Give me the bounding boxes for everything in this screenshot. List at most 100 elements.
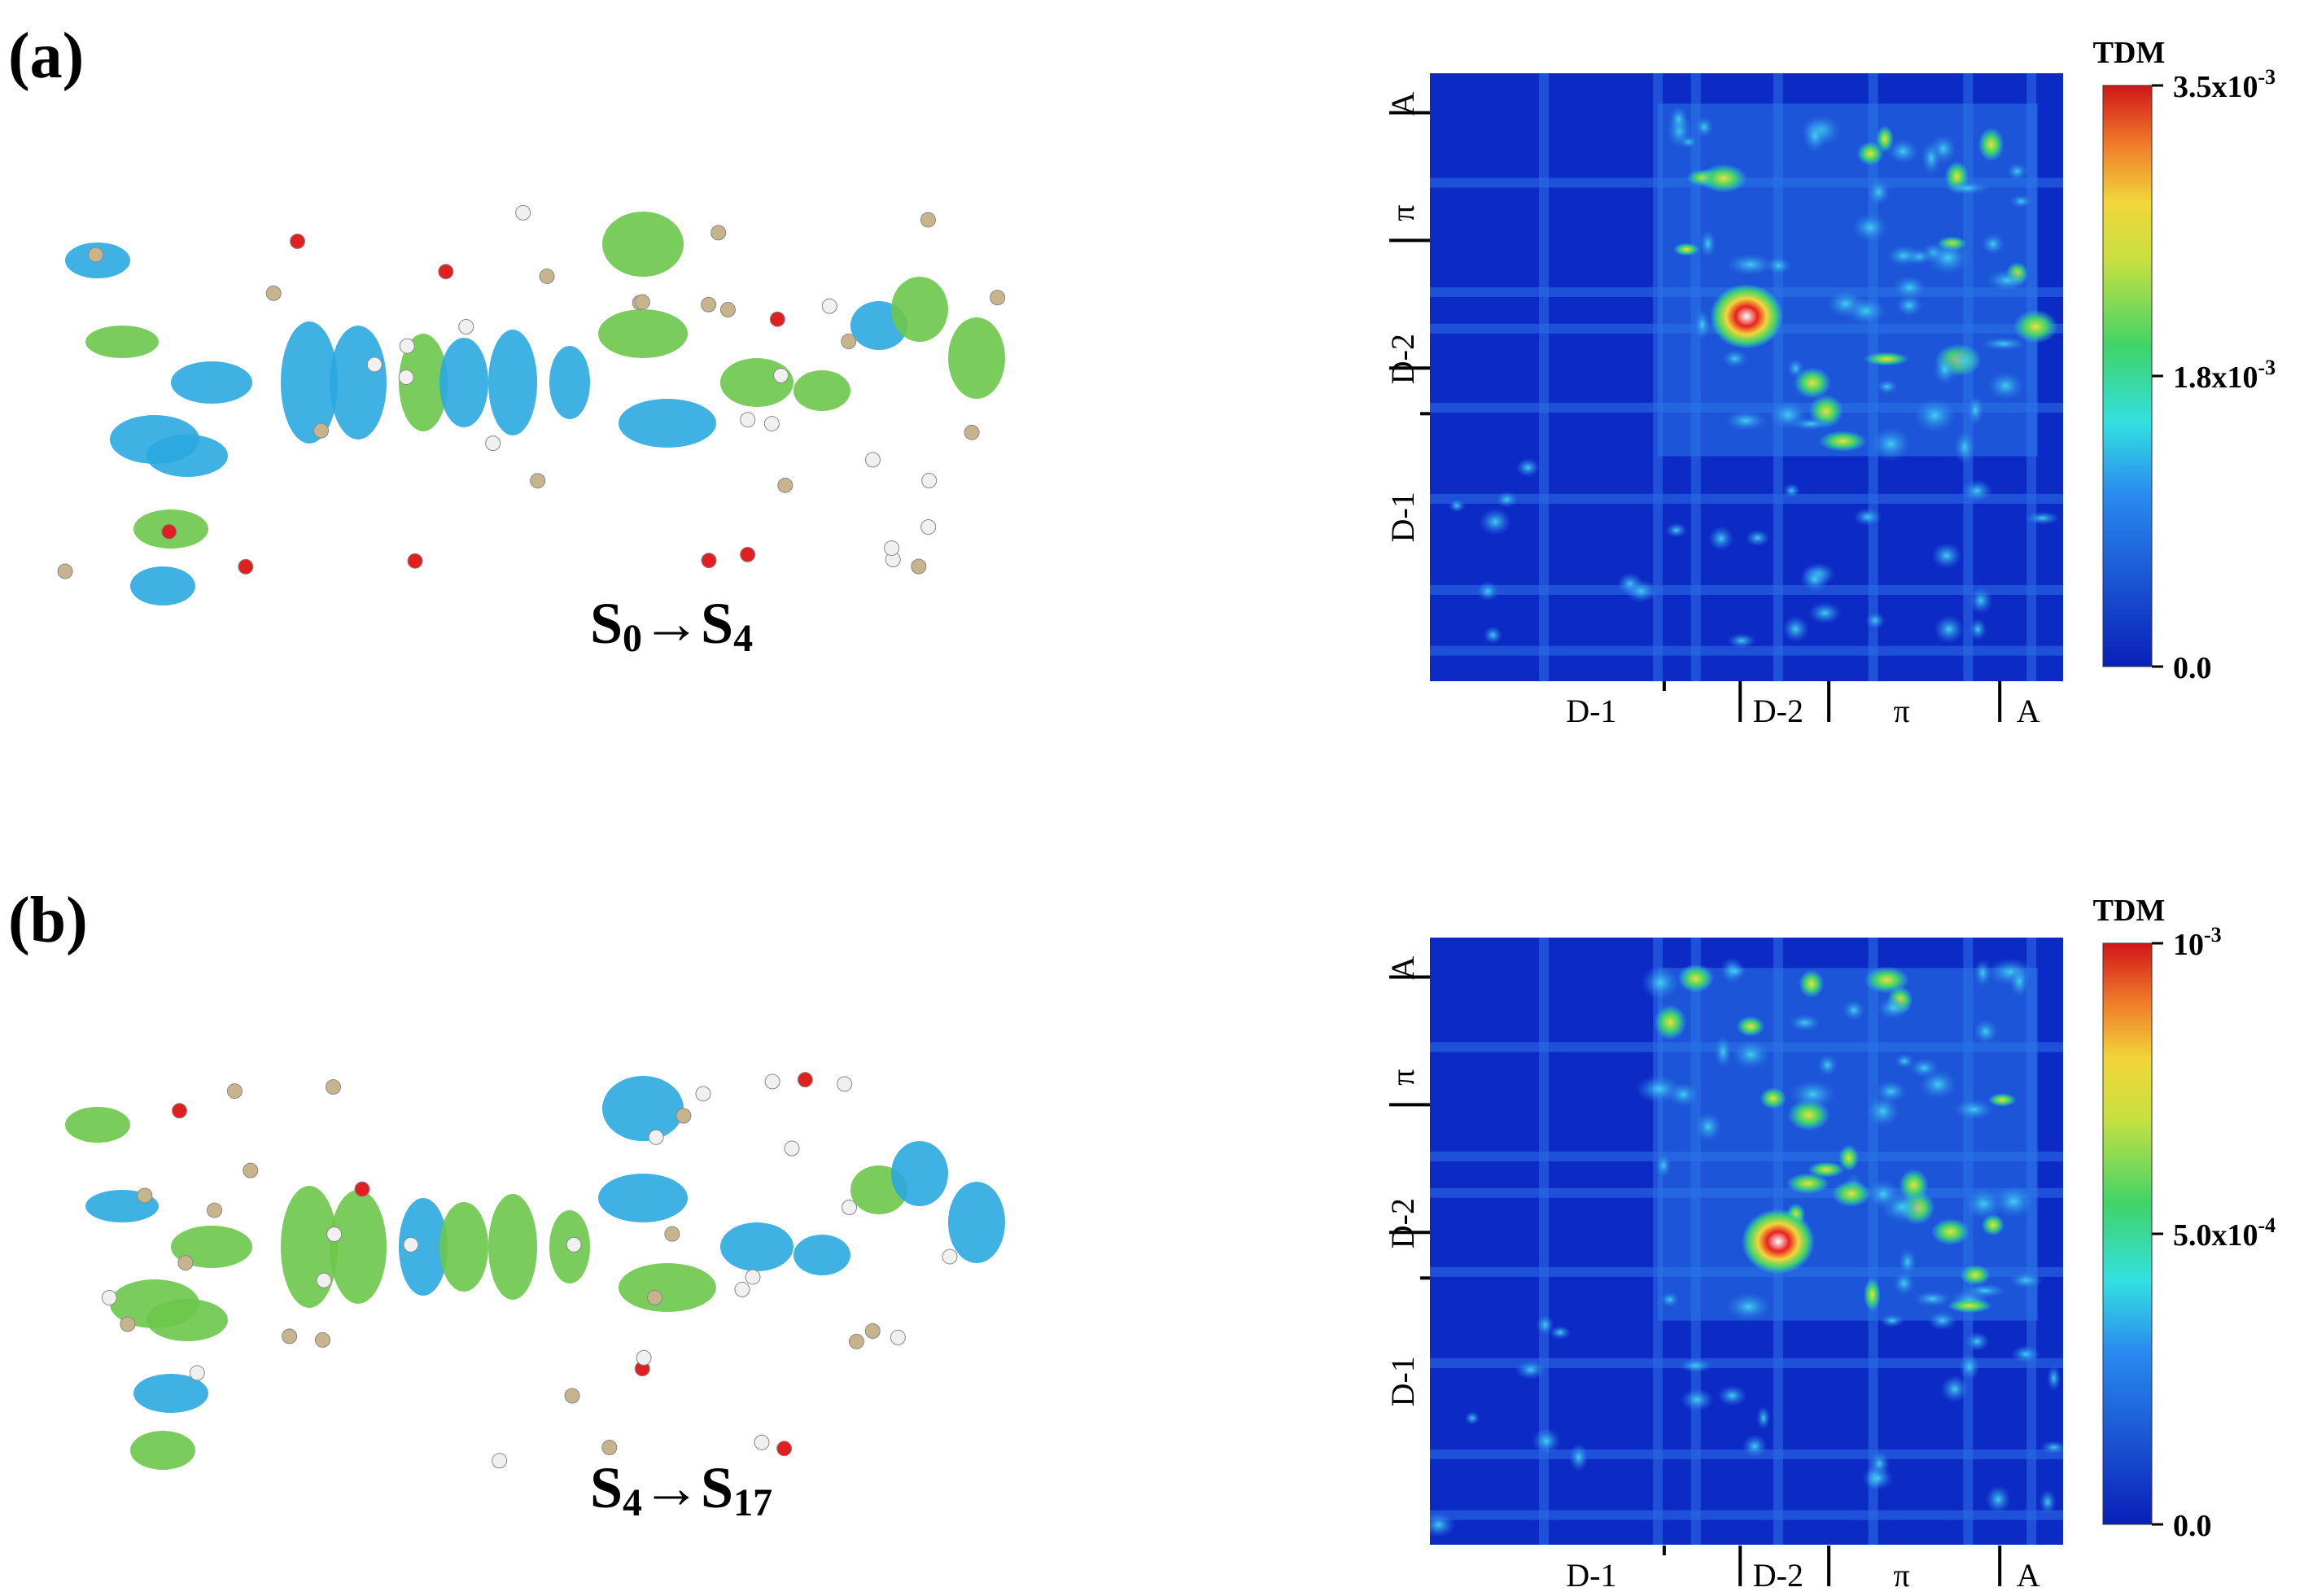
heatmap-spot (1723, 964, 1747, 978)
orbital-lobe (146, 1299, 228, 1341)
heatmap-spot (1869, 426, 1912, 462)
orbital-lobe (330, 1190, 387, 1304)
heatmap-spot (1978, 127, 2005, 162)
atom (719, 302, 736, 318)
heatmap-spot (1895, 1053, 1914, 1069)
atom (921, 472, 938, 488)
heatmap-streak (1430, 1358, 2063, 1368)
heatmap-spot (1961, 479, 1994, 503)
x-axis-label: D-1 (1566, 693, 1616, 729)
heatmap-spot (1515, 1359, 1547, 1380)
y-axis-label: D-1 (1384, 1356, 1421, 1406)
atom (326, 1227, 343, 1243)
tick-text: 3.5x10 (2173, 70, 2258, 104)
subscript: 4 (623, 1481, 642, 1524)
orbital-lobe (399, 334, 448, 431)
heatmap-spot (1483, 626, 1503, 645)
heatmap-spot (1786, 1173, 1830, 1195)
atom (403, 1236, 419, 1253)
heatmap-spot (1930, 1218, 1970, 1246)
heatmap-streak (1430, 1510, 2063, 1520)
atom (797, 1072, 813, 1088)
heatmap-spot (1760, 1087, 1786, 1109)
heatmap-spot (1973, 1018, 1999, 1045)
heatmap-spot (1863, 352, 1909, 366)
orbital-lobe (948, 1182, 1005, 1263)
atom (57, 563, 73, 579)
orbital-lobe (171, 1226, 252, 1268)
atom (265, 285, 282, 301)
colorbar-tick-label: 3.5x10-3 (2173, 65, 2276, 104)
heatmap-spot (1699, 229, 1717, 259)
orbital-lobe (948, 317, 1005, 399)
atom (745, 1269, 761, 1285)
heatmap-spot (1987, 1093, 2017, 1107)
panel-label: (b) (8, 885, 88, 956)
state-text: →S (642, 1455, 733, 1520)
atom (492, 1453, 508, 1469)
colorbar (2102, 85, 2153, 667)
heatmap-spot (2009, 194, 2033, 208)
heatmap-spot (1947, 1298, 1992, 1314)
tick-text: 10 (2173, 928, 2204, 962)
atom (773, 367, 789, 383)
heatmap-spot (1932, 352, 1957, 386)
heatmap-spot (1866, 1179, 1900, 1209)
atom (701, 553, 717, 569)
atom (884, 540, 900, 556)
transition-label: S0→S4 (590, 591, 753, 660)
colorbar-title: TDM (2093, 36, 2166, 70)
heatmap-spot (1831, 1180, 1871, 1208)
orbital-lobe (720, 1222, 794, 1271)
heatmap-spot (2009, 1271, 2044, 1289)
atom (314, 1331, 330, 1348)
heatmap (1430, 73, 2063, 681)
heatmap-spot (1724, 410, 1768, 431)
colorbar-tick-label: 0.0 (2173, 1509, 2212, 1543)
tick-text: 0.0 (2173, 1509, 2212, 1543)
heatmap-spot (1742, 1434, 1768, 1459)
orbital-lobe (130, 1431, 195, 1470)
heatmap-spot (1930, 542, 1962, 569)
atom (710, 225, 727, 241)
heatmap-spot (2006, 162, 2028, 181)
heatmap-spot (2010, 1345, 2041, 1364)
heatmap-spot (1981, 233, 2005, 256)
y-axis-label: D-2 (1384, 334, 1421, 384)
heatmap-spot (1974, 959, 1992, 987)
heatmap-spot (1641, 964, 1680, 1000)
heatmap-spot (1756, 1406, 1771, 1430)
heatmap-streak (1430, 645, 2063, 656)
heatmap-spot (1968, 587, 1993, 614)
atom (354, 1181, 370, 1197)
state-text: S (590, 1455, 623, 1520)
orbital-lobe (619, 1263, 716, 1312)
heatmap-spot (1782, 483, 1801, 499)
heatmap-spot (1694, 1111, 1723, 1143)
atom (282, 1328, 298, 1345)
orbital-lobe (65, 1107, 130, 1143)
heatmap-spot (1430, 1511, 1456, 1538)
atom (842, 1199, 858, 1215)
heatmap-spot (1918, 1069, 1958, 1100)
heatmap-spot (1886, 244, 1921, 267)
atom (647, 1289, 663, 1305)
heatmap-spot (1892, 275, 1927, 300)
tick-text: 1.8x10 (2173, 361, 2258, 395)
colorbar-tick-label: 1.8x10-3 (2173, 356, 2276, 395)
colorbar-tick-label: 10-3 (2173, 923, 2222, 962)
heatmap-spot (1979, 337, 2028, 351)
atom (566, 1236, 582, 1253)
orbital-lobe (330, 326, 387, 439)
orbital-lobe (281, 321, 338, 444)
heatmap-spot (1913, 1290, 1952, 1307)
orbital-lobe (619, 399, 716, 448)
atom (438, 264, 454, 280)
transition-label: S4→S17 (590, 1455, 772, 1524)
orbital-lobe (549, 346, 590, 419)
atom (769, 311, 785, 327)
heatmap-spot (2013, 309, 2058, 344)
heatmap-spot (2039, 1441, 2063, 1454)
orbital-lobe (133, 1374, 208, 1413)
